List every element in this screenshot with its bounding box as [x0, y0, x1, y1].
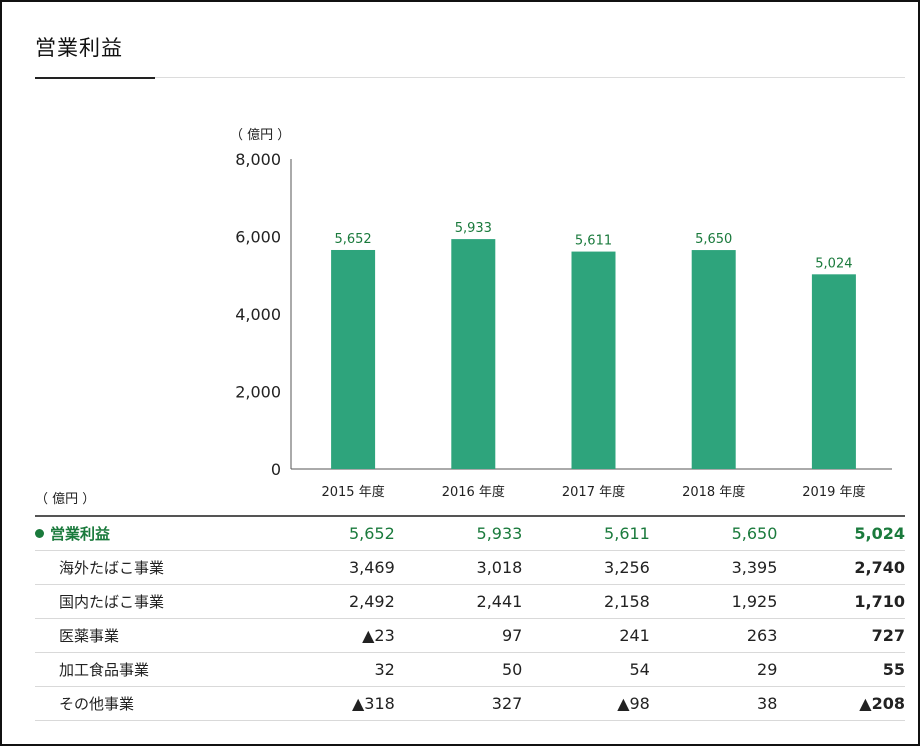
table-cell: 327: [394, 686, 523, 721]
row-label: その他事業: [35, 686, 268, 721]
table-cell: 727: [777, 618, 905, 653]
row-label: 国内たばこ事業: [35, 584, 268, 619]
table-row: 営業利益 5,652 5,933 5,611 5,650 5,024: [35, 515, 905, 551]
table-cell: 5,024: [777, 515, 905, 551]
chart-unit-label: （ 億円 ）: [230, 128, 291, 143]
bar-value-label: 5,652: [334, 232, 371, 247]
table-cell: 3,256: [522, 550, 650, 585]
table-cell: 55: [777, 652, 905, 687]
row-label-text: 医薬事業: [59, 627, 120, 645]
table-row: 加工食品事業 32 50 54 29 55: [35, 652, 905, 687]
row-label-text: 営業利益: [50, 525, 111, 543]
table-cell: ▲23: [267, 618, 395, 653]
x-tick-label: 2015 年度: [321, 484, 384, 500]
row-label-text: 国内たばこ事業: [59, 593, 165, 611]
table-cell: 1,925: [649, 584, 778, 619]
row-label: 営業利益: [35, 515, 268, 551]
x-tick-label: 2019 年度: [802, 484, 865, 500]
table-cell: 3,469: [267, 550, 395, 585]
row-label-text: その他事業: [59, 695, 135, 713]
row-label: 加工食品事業: [35, 652, 268, 687]
x-tick-label: 2018 年度: [682, 484, 745, 500]
bar-value-label: 5,611: [575, 234, 612, 249]
bar-value-label: 5,024: [815, 256, 852, 271]
table-cell: ▲318: [267, 686, 395, 721]
table-cell: 5,650: [649, 515, 778, 551]
title-divider: [35, 77, 905, 78]
table-cell: 50: [394, 652, 523, 687]
y-tick-label: 8,000: [235, 150, 281, 169]
table-cell: 3,018: [394, 550, 523, 585]
bar-chart: 0 2,000 4,000 6,000 8,000 5,652 2015 年度 5,933 20…: [235, 150, 892, 500]
table-cell: 1,710: [777, 584, 905, 619]
table-unit-label: （ 億円 ）: [35, 492, 96, 507]
bar-value-label: 5,650: [695, 232, 732, 247]
table-cell: 5,933: [394, 515, 523, 551]
table-cell: 263: [649, 618, 778, 653]
row-label-text: 加工食品事業: [59, 661, 150, 679]
table-row: 医薬事業 ▲23 97 241 263 727: [35, 618, 905, 653]
bar-value-label: 5,933: [455, 221, 492, 236]
table-cell: 5,611: [522, 515, 650, 551]
y-tick-label: 4,000: [235, 305, 281, 324]
y-tick-label: 6,000: [235, 228, 281, 247]
bullet-dot-icon: [35, 529, 44, 538]
table-cell: 2,158: [522, 584, 650, 619]
y-tick-label: 0: [271, 460, 281, 479]
row-label-text: 海外たばこ事業: [59, 559, 165, 577]
bar: [811, 274, 856, 469]
x-tick-label: 2016 年度: [442, 484, 505, 500]
table-cell: 3,395: [649, 550, 778, 585]
table-cell: 2,740: [777, 550, 905, 585]
row-label: 海外たばこ事業: [35, 550, 268, 585]
table-cell: 2,441: [394, 584, 523, 619]
title-underline: [35, 77, 155, 79]
page-title: 営業利益: [35, 36, 123, 60]
table-cell: 97: [394, 618, 523, 653]
bar: [451, 239, 496, 469]
table-cell: ▲98: [522, 686, 650, 721]
table-cell: 54: [522, 652, 650, 687]
table-cell: 241: [522, 618, 650, 653]
table-cell: 38: [649, 686, 778, 721]
bar: [571, 251, 616, 469]
table-cell: 32: [267, 652, 395, 687]
table-row: 海外たばこ事業 3,469 3,018 3,256 3,395 2,740: [35, 550, 905, 585]
bar: [331, 249, 376, 469]
table-cell: 29: [649, 652, 778, 687]
table-cell: ▲208: [777, 686, 905, 721]
table-cell: 2,492: [267, 584, 395, 619]
x-tick-label: 2017 年度: [562, 484, 625, 500]
operating-profit-table: 営業利益 5,652 5,933 5,611 5,650 5,024 海外たばこ事業 3,46…: [35, 515, 905, 721]
bar: [691, 250, 736, 469]
row-label: 医薬事業: [35, 618, 268, 653]
table-row: 国内たばこ事業 2,492 2,441 2,158 1,925 1,710: [35, 584, 905, 619]
table-cell: 5,652: [267, 515, 395, 551]
y-tick-label: 2,000: [235, 383, 281, 402]
table-row: その他事業 ▲318 327 ▲98 38 ▲208: [35, 686, 905, 721]
